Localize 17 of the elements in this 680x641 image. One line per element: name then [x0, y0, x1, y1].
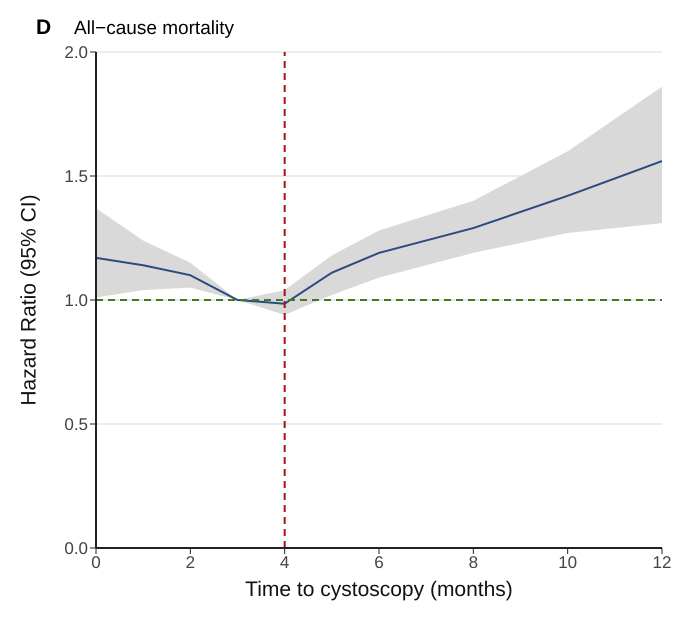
- x-tick-label: 8: [468, 553, 478, 572]
- x-tick-label: 2: [186, 553, 196, 572]
- y-tick-label: 0.0: [64, 539, 88, 558]
- x-tick-label: 4: [280, 553, 290, 572]
- x-tick-label: 10: [558, 553, 578, 572]
- x-tick-label: 12: [652, 553, 672, 572]
- x-tick-label: 6: [374, 553, 384, 572]
- y-tick-label: 1.0: [64, 291, 88, 310]
- y-axis-title: Hazard Ratio (95% CI): [17, 194, 40, 406]
- text: D: [36, 16, 52, 40]
- x-axis-title: Time to cystoscopy (months): [245, 578, 513, 601]
- line-series: [96, 160, 662, 305]
- x-tick-label: 0: [91, 553, 101, 572]
- chart-title: All−cause mortality: [74, 18, 234, 40]
- y-tick-label: 2.0: [64, 43, 88, 62]
- y-tick-label: 1.5: [64, 167, 88, 186]
- y-tick-label: 0.5: [64, 415, 88, 434]
